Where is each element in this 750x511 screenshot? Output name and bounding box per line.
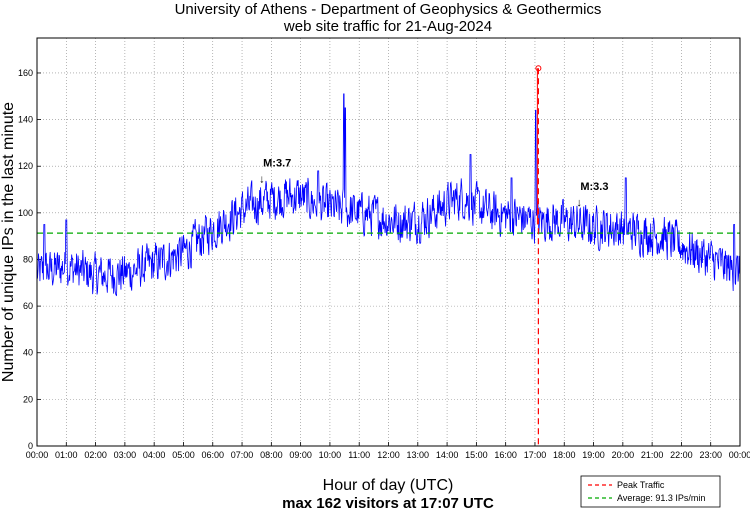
x-tick-label: 03:00: [114, 450, 137, 460]
y-tick-label: 160: [18, 68, 33, 78]
y-axis-ticks: 0 20 40 60 80 100 120 140 160: [18, 68, 41, 451]
legend: Peak Traffic Average: 91.3 IPs/min: [580, 475, 721, 508]
x-tick-label: 08:00: [260, 450, 283, 460]
x-tick-label: 23:00: [699, 450, 722, 460]
y-tick-label: 120: [18, 161, 33, 171]
x-tick-label: 18:00: [553, 450, 576, 460]
legend-peak-label: Peak Traffic: [617, 480, 665, 490]
annotation-label: M:3.3: [580, 181, 608, 193]
x-axis-ticks: 00:00 01:00 02:00 03:00 04:00 05:00 06:00 07:00…: [26, 442, 750, 460]
x-tick-label: 17:00: [524, 450, 547, 460]
max-visitors-caption: max 162 visitors at 17:07 UTC: [282, 495, 494, 511]
x-tick-label: 01:00: [55, 450, 78, 460]
x-tick-label: 02:00: [84, 450, 107, 460]
annotation-m37: M:3.7 ↓: [259, 158, 291, 186]
chart-subtitle: web site traffic for 21-Aug-2024: [283, 18, 492, 35]
x-tick-label: 10:00: [319, 450, 342, 460]
x-axis-label: Hour of day (UTC): [323, 477, 454, 494]
x-tick-label: 00:00: [729, 450, 750, 460]
annotation-m33: M:3.3 ↓: [576, 181, 608, 209]
x-tick-label: 00:00: [26, 450, 49, 460]
x-tick-label: 11:00: [348, 450, 370, 460]
x-tick-label: 14:00: [436, 450, 459, 460]
y-tick-label: 100: [18, 208, 33, 218]
y-axis-label: Number of unique IPs in the last minute: [0, 102, 17, 382]
x-tick-label: 20:00: [612, 450, 635, 460]
down-arrow-icon: ↓: [576, 197, 582, 209]
legend-box: [580, 475, 721, 508]
peak-marker: [535, 65, 542, 72]
x-tick-label: 16:00: [494, 450, 517, 460]
x-tick-label: 04:00: [143, 450, 166, 460]
y-tick-label: 80: [23, 254, 33, 264]
x-tick-label: 21:00: [641, 450, 664, 460]
legend-average-label: Average: 91.3 IPs/min: [617, 493, 705, 503]
y-tick-label: 40: [23, 348, 33, 358]
y-tick-label: 140: [18, 115, 33, 125]
y-tick-label: 20: [23, 394, 33, 404]
x-tick-label: 07:00: [231, 450, 254, 460]
x-tick-label: 15:00: [465, 450, 488, 460]
x-tick-label: 06:00: [201, 450, 224, 460]
annotation-label: M:3.7: [263, 158, 291, 170]
plot-frame: [36, 37, 741, 447]
x-tick-label: 05:00: [172, 450, 195, 460]
y-tick-label: 60: [23, 301, 33, 311]
x-tick-label: 22:00: [670, 450, 693, 460]
down-arrow-icon: ↓: [259, 174, 265, 186]
x-tick-label: 12:00: [377, 450, 400, 460]
x-tick-label: 19:00: [582, 450, 605, 460]
x-tick-label: 09:00: [289, 450, 312, 460]
chart-title: University of Athens - Department of Geo…: [175, 1, 602, 18]
traffic-series-line: [36, 93, 740, 297]
y-tick-label: 0: [28, 441, 33, 451]
x-tick-label: 13:00: [407, 450, 430, 460]
